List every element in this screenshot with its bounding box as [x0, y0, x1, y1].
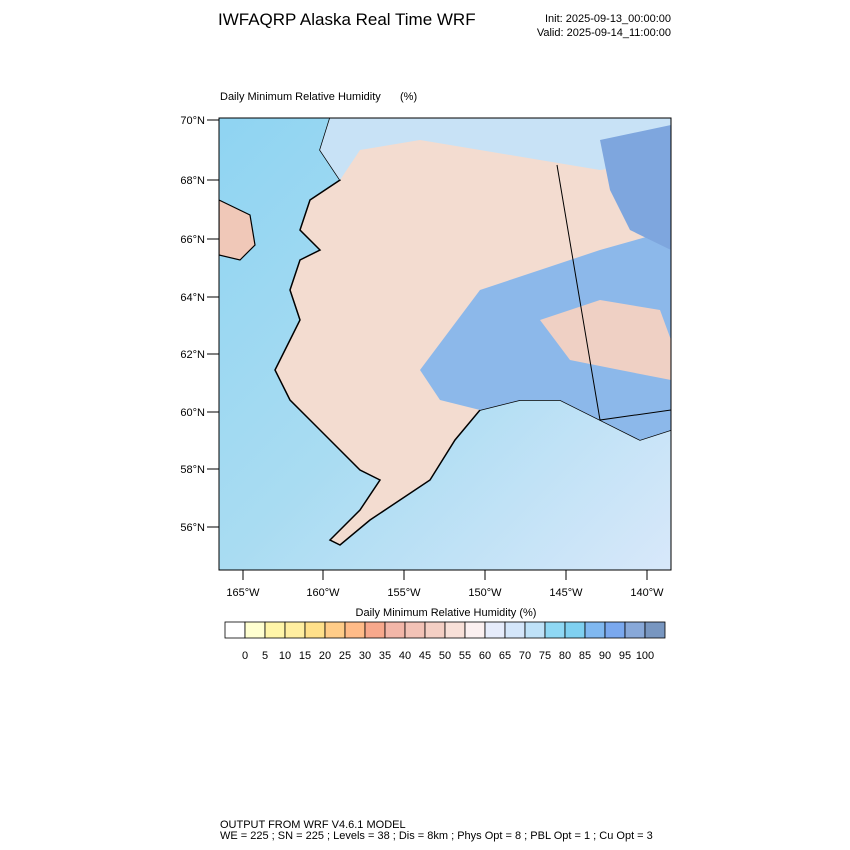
colorbar-box [324, 621, 346, 639]
lat-label: 58°N [180, 464, 205, 476]
map-units: (%) [400, 91, 417, 103]
lon-label: 140°W [630, 587, 664, 599]
colorbar-box [564, 621, 586, 639]
colorbar-label: 75 [539, 650, 551, 662]
yukon-dry [540, 300, 671, 380]
colorbar-box [464, 621, 486, 639]
colorbar-label: 100 [636, 650, 654, 662]
colorbar-label: 70 [519, 650, 531, 662]
lon-label: 155°W [387, 587, 421, 599]
colorbar-box [444, 621, 466, 639]
colorbar-box [624, 621, 646, 639]
colorbar-box [644, 621, 666, 639]
colorbar-label: 30 [359, 650, 371, 662]
colorbar-box [524, 621, 546, 639]
colorbar-label: 80 [559, 650, 571, 662]
footer-line: OUTPUT FROM WRF V4.6.1 MODEL [220, 819, 406, 831]
lon-label: 145°W [549, 587, 583, 599]
colorbar-title: Daily Minimum Relative Humidity (%) [356, 607, 537, 619]
valid-time: Valid: 2025-09-14_11:00:00 [537, 27, 671, 39]
lat-label: 68°N [180, 175, 205, 187]
north-slope [320, 118, 671, 180]
colorbar-label: 25 [339, 650, 351, 662]
colorbar-box [504, 621, 526, 639]
colorbar-box [484, 621, 506, 639]
lat-label: 64°N [180, 292, 205, 304]
colorbar-label: 15 [299, 650, 311, 662]
footer-line: WE = 225 ; SN = 225 ; Levels = 38 ; Dis … [220, 830, 653, 842]
colorbar-box [224, 621, 246, 639]
lon-label: 165°W [226, 587, 260, 599]
colorbar-label: 90 [599, 650, 611, 662]
colorbar-label: 40 [399, 650, 411, 662]
colorbar-label: 35 [379, 650, 391, 662]
lat-label: 70°N [180, 115, 205, 127]
map-frame [218, 117, 672, 571]
map-subtitle: Daily Minimum Relative Humidity [220, 91, 381, 103]
colorbar-box [284, 621, 306, 639]
colorbar-box [384, 621, 406, 639]
colorbar-label: 50 [439, 650, 451, 662]
lat-label: 66°N [180, 234, 205, 246]
southeast-humid [420, 230, 671, 440]
colorbar-label: 5 [262, 650, 268, 662]
colorbar-box [304, 621, 326, 639]
colorbar-box [544, 621, 566, 639]
colorbar-label: 0 [242, 650, 248, 662]
lat-label: 60°N [180, 407, 205, 419]
colorbar-box [264, 621, 286, 639]
northeast-humid [600, 125, 671, 250]
colorbar-label: 95 [619, 650, 631, 662]
colorbar-box [364, 621, 386, 639]
lat-label: 56°N [180, 522, 205, 534]
colorbar-box [604, 621, 626, 639]
colorbar-box [344, 621, 366, 639]
border [556, 164, 671, 421]
map [218, 117, 672, 571]
colorbar-label: 55 [459, 650, 471, 662]
colorbar-box [404, 621, 426, 639]
lon-label: 160°W [306, 587, 340, 599]
colorbar-label: 45 [419, 650, 431, 662]
colorbar-box [244, 621, 266, 639]
lon-label: 150°W [468, 587, 502, 599]
colorbar-label: 20 [319, 650, 331, 662]
colorbar-label: 60 [479, 650, 491, 662]
lat-label: 62°N [180, 349, 205, 361]
init-time: Init: 2025-09-13_00:00:00 [545, 13, 671, 25]
colorbar-box [424, 621, 446, 639]
colorbar-label: 65 [499, 650, 511, 662]
colorbar-label: 85 [579, 650, 591, 662]
colorbar-box [584, 621, 606, 639]
title: IWFAQRP Alaska Real Time WRF [218, 10, 476, 29]
colorbar-label: 10 [279, 650, 291, 662]
russia [219, 199, 256, 261]
